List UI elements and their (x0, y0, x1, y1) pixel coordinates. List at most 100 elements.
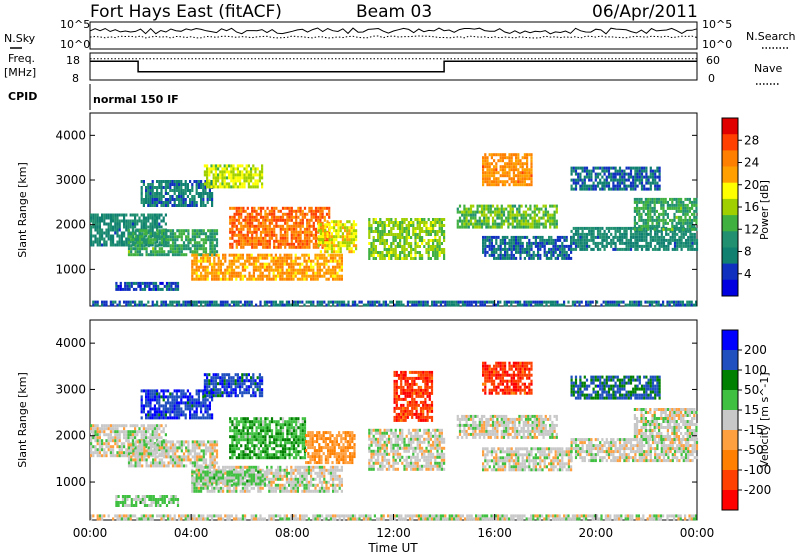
rti-cell (184, 303, 187, 307)
rti-cell (495, 235, 498, 239)
rti-cell (542, 225, 545, 229)
rti-cell (288, 303, 291, 307)
rti-cell (565, 235, 568, 239)
rti-cell (515, 247, 518, 251)
rti-cell (281, 218, 285, 222)
rti-cell (308, 236, 311, 240)
rti-cell (684, 212, 687, 216)
rti-cell (688, 200, 691, 204)
rti-cell (261, 274, 264, 278)
rti-cell (551, 219, 554, 223)
rti-cell (235, 242, 238, 246)
rti-cell (158, 231, 161, 235)
rti-cell (638, 232, 641, 236)
rti-cell (204, 256, 207, 260)
rti-cell (200, 277, 203, 281)
rti-cell (554, 300, 557, 304)
rti-cell (250, 170, 253, 174)
rti-cell (158, 213, 161, 217)
rti-cell (583, 232, 586, 236)
rti-cell (675, 300, 678, 304)
rti-cell (649, 235, 652, 239)
rti-cell (634, 169, 637, 173)
rti-cell (316, 256, 319, 260)
rti-cell (693, 215, 696, 219)
rti-cell (230, 268, 233, 272)
rti-cell (476, 210, 479, 214)
rti-cell (644, 221, 647, 225)
rti-cell (392, 227, 395, 230)
rti-cell (572, 226, 575, 230)
rti-cell (290, 209, 293, 213)
rti-cell (116, 427, 119, 431)
rti-cell (333, 235, 336, 239)
rti-cell (545, 253, 548, 257)
rti-cell (484, 180, 487, 184)
rti-cell (101, 243, 104, 247)
rti-cell (666, 215, 669, 219)
rti-cell (314, 242, 318, 246)
rti-cell (303, 206, 307, 210)
rti-cell (336, 277, 339, 281)
rti-cell (496, 216, 499, 220)
rti-cell (103, 427, 106, 431)
rti-cell (257, 242, 260, 246)
rti-cell (508, 238, 511, 242)
rti-cell (266, 227, 269, 231)
rti-cell (351, 300, 354, 304)
rti-cell (261, 262, 264, 266)
rti-cell (560, 303, 563, 307)
rti-cell (279, 227, 282, 231)
rti-cell (519, 174, 522, 178)
rti-cell (312, 268, 315, 272)
rti-cell (151, 225, 154, 229)
rti-cell (240, 212, 243, 216)
rti-cell (647, 215, 650, 219)
rti-cell (239, 179, 242, 183)
rti-cell (337, 250, 340, 254)
rti-cell (112, 439, 115, 443)
rti-cell (654, 178, 657, 182)
rti-cell (270, 253, 273, 257)
rti-cell (158, 448, 161, 452)
rti-cell (96, 228, 99, 232)
rti-cell (180, 247, 183, 251)
rti-cell (489, 210, 492, 214)
rti-cell (109, 216, 112, 220)
rti-cell (530, 171, 533, 175)
rti-cell (237, 218, 241, 222)
rti-cell (531, 222, 534, 226)
rti-cell (233, 206, 236, 210)
rti-cell (147, 452, 150, 456)
rti-cell (658, 241, 661, 245)
rti-cell (290, 277, 293, 281)
rti-cell (217, 253, 220, 257)
rti-cell (240, 242, 243, 246)
rti-cell (136, 241, 139, 245)
rti-cell (182, 241, 186, 245)
rti-cell (160, 225, 163, 229)
rti-cell (443, 230, 446, 233)
rti-cell (197, 192, 200, 195)
rti-cell (388, 218, 391, 221)
rti-cell (338, 300, 341, 304)
rti-cell (332, 277, 335, 281)
rti-cell (223, 170, 226, 174)
rti-cell (316, 300, 319, 304)
rti-cell (147, 201, 150, 204)
rti-cell (279, 262, 282, 266)
rti-cell (263, 274, 266, 278)
rti-cell (344, 235, 347, 239)
rti-cell (412, 224, 415, 227)
rti-cell (237, 206, 241, 210)
rti-cell (530, 162, 533, 166)
rti-cell (219, 271, 222, 275)
rti-cell (173, 186, 176, 189)
rti-cell (174, 247, 177, 251)
rti-cell (170, 281, 173, 285)
rti-cell (154, 253, 157, 257)
rti-cell (191, 201, 194, 204)
rti-cell (673, 235, 677, 239)
rti-cell (406, 303, 409, 307)
